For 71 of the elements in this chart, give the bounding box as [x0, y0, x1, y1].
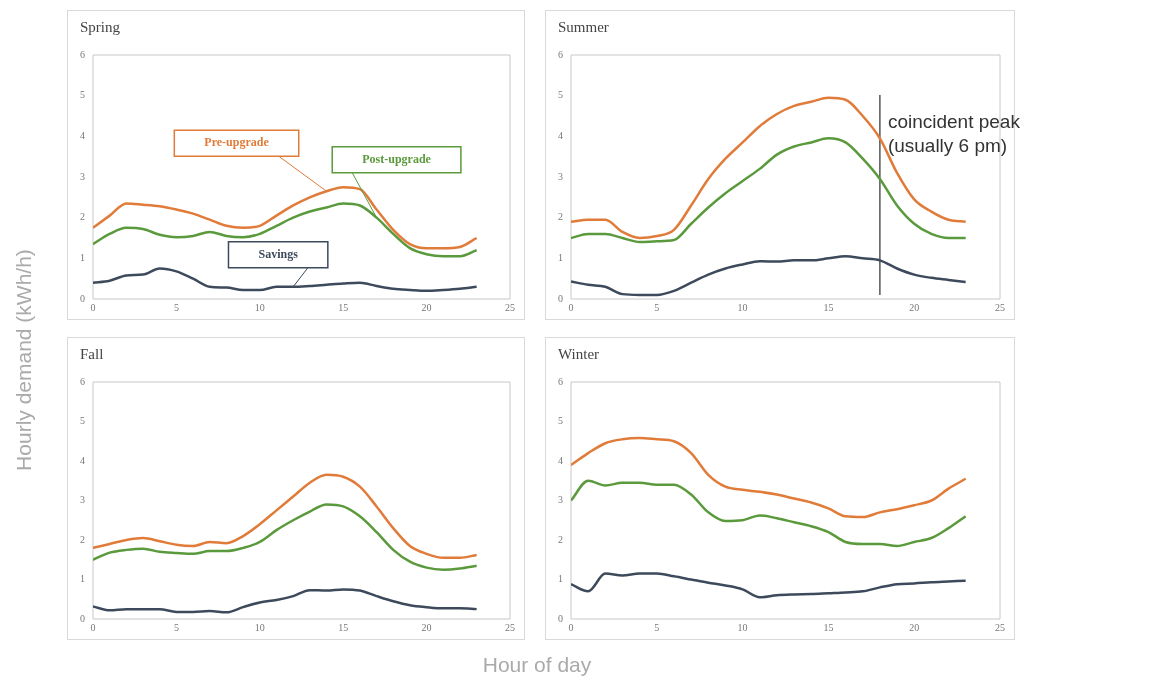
y-tick-label: 4	[558, 454, 563, 466]
x-tick-label: 20	[909, 301, 920, 313]
x-tick-label: 25	[505, 301, 515, 313]
x-tick-label: 10	[737, 621, 748, 633]
x-tick-label: 15	[338, 621, 349, 633]
y-tick-label: 2	[558, 533, 563, 545]
text: Pre-upgrade	[204, 135, 270, 150]
x-tick-label: 5	[173, 621, 179, 633]
x-tick-label: 10	[254, 301, 265, 313]
y-tick-label: 3	[558, 170, 563, 182]
y-tick-label: 2	[558, 211, 563, 223]
chart-title: Winter	[558, 346, 600, 363]
y-tick-label: 6	[558, 48, 563, 60]
ref-line-label: coincident peak (usually 6 pm)	[887, 110, 1021, 158]
y-tick-label: 3	[80, 494, 85, 506]
y-tick-label: 0	[558, 292, 563, 304]
y-tick-label: 6	[80, 48, 85, 60]
x-tick-label: 0	[90, 621, 96, 633]
line-series	[93, 588, 478, 614]
x-tick-label: 25	[505, 621, 515, 633]
y-tick-label: 4	[558, 129, 563, 141]
line-series	[93, 267, 478, 293]
x-tick-label: 0	[568, 301, 574, 313]
x-tick-label: 10	[737, 301, 748, 313]
y-tick-label: 5	[80, 415, 85, 427]
line-series	[93, 473, 478, 560]
y-tick-label: 3	[558, 494, 563, 506]
y-tick-label: 5	[558, 415, 563, 427]
line-series	[571, 255, 967, 297]
y-tick-label: 2	[80, 211, 85, 223]
line-series	[571, 572, 967, 599]
x-tick-label: 20	[421, 301, 432, 313]
line-series	[571, 137, 967, 244]
x-tick-label: 25	[995, 621, 1005, 633]
y-tick-label: 1	[558, 573, 563, 585]
text: Post-upgrade	[362, 151, 432, 166]
y-tick-label: 6	[558, 375, 563, 387]
x-tick-label: 20	[421, 621, 432, 633]
y-tick-label: 1	[80, 251, 85, 263]
y-tick-label: 5	[558, 89, 563, 101]
x-tick-label: 0	[90, 301, 96, 313]
x-tick-label: 0	[568, 621, 574, 633]
x-tick-label: 20	[909, 621, 920, 633]
y-tick-label: 5	[80, 89, 85, 101]
y-axis-title: Hourly demand (kWh/h)	[12, 249, 36, 471]
chart-title: Spring	[80, 19, 121, 36]
line-series	[571, 436, 967, 519]
y-tick-label: 6	[80, 375, 85, 387]
x-tick-label: 25	[995, 301, 1005, 313]
line-series	[93, 503, 478, 571]
x-tick-label: 10	[254, 621, 265, 633]
chart-title: Summer	[558, 19, 609, 36]
y-tick-label: 3	[80, 170, 85, 182]
x-tick-label: 15	[823, 301, 834, 313]
line-series	[571, 479, 967, 548]
text: Savings	[258, 246, 299, 261]
chart-title: Fall	[80, 346, 104, 363]
y-tick-label: 0	[80, 292, 85, 304]
y-tick-label: 4	[80, 454, 85, 466]
y-tick-label: 1	[80, 573, 85, 585]
y-tick-label: 2	[80, 533, 85, 545]
y-tick-label: 0	[558, 612, 563, 624]
y-tick-label: 1	[558, 251, 563, 263]
x-tick-label: 15	[338, 301, 349, 313]
y-tick-label: 4	[80, 129, 85, 141]
y-tick-label: 0	[80, 612, 85, 624]
x-tick-label: 5	[654, 621, 660, 633]
x-tick-label: 5	[654, 301, 660, 313]
x-tick-label: 5	[173, 301, 179, 313]
x-axis-title: Hour of day	[482, 653, 592, 677]
x-tick-label: 15	[823, 621, 834, 633]
